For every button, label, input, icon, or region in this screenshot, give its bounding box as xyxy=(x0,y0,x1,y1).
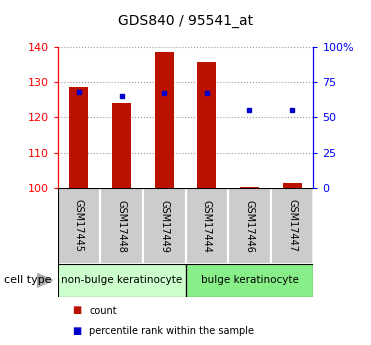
Bar xyxy=(100,188,143,264)
Polygon shape xyxy=(37,273,53,287)
Text: GSM17448: GSM17448 xyxy=(116,199,127,253)
Text: bulge keratinocyte: bulge keratinocyte xyxy=(201,275,298,285)
Bar xyxy=(240,187,259,188)
Bar xyxy=(271,188,313,264)
Bar xyxy=(197,62,216,188)
Text: cell type: cell type xyxy=(4,275,51,285)
Bar xyxy=(186,264,313,297)
Text: ■: ■ xyxy=(72,326,82,336)
Bar xyxy=(58,264,186,297)
Text: percentile rank within the sample: percentile rank within the sample xyxy=(89,326,254,336)
Text: GSM17449: GSM17449 xyxy=(159,199,169,253)
Text: GDS840 / 95541_at: GDS840 / 95541_at xyxy=(118,14,253,28)
Text: GSM17446: GSM17446 xyxy=(244,199,255,253)
Text: GSM17445: GSM17445 xyxy=(74,199,84,253)
Text: ■: ■ xyxy=(72,306,82,315)
Bar xyxy=(69,87,88,188)
Bar xyxy=(112,103,131,188)
Bar xyxy=(283,183,302,188)
Bar xyxy=(155,52,174,188)
Bar xyxy=(186,188,228,264)
Text: GSM17444: GSM17444 xyxy=(202,199,212,253)
Bar xyxy=(58,188,100,264)
Bar xyxy=(143,188,186,264)
Text: non-bulge keratinocyte: non-bulge keratinocyte xyxy=(61,275,182,285)
Bar xyxy=(228,188,271,264)
Text: count: count xyxy=(89,306,116,315)
Text: GSM17447: GSM17447 xyxy=(287,199,297,253)
